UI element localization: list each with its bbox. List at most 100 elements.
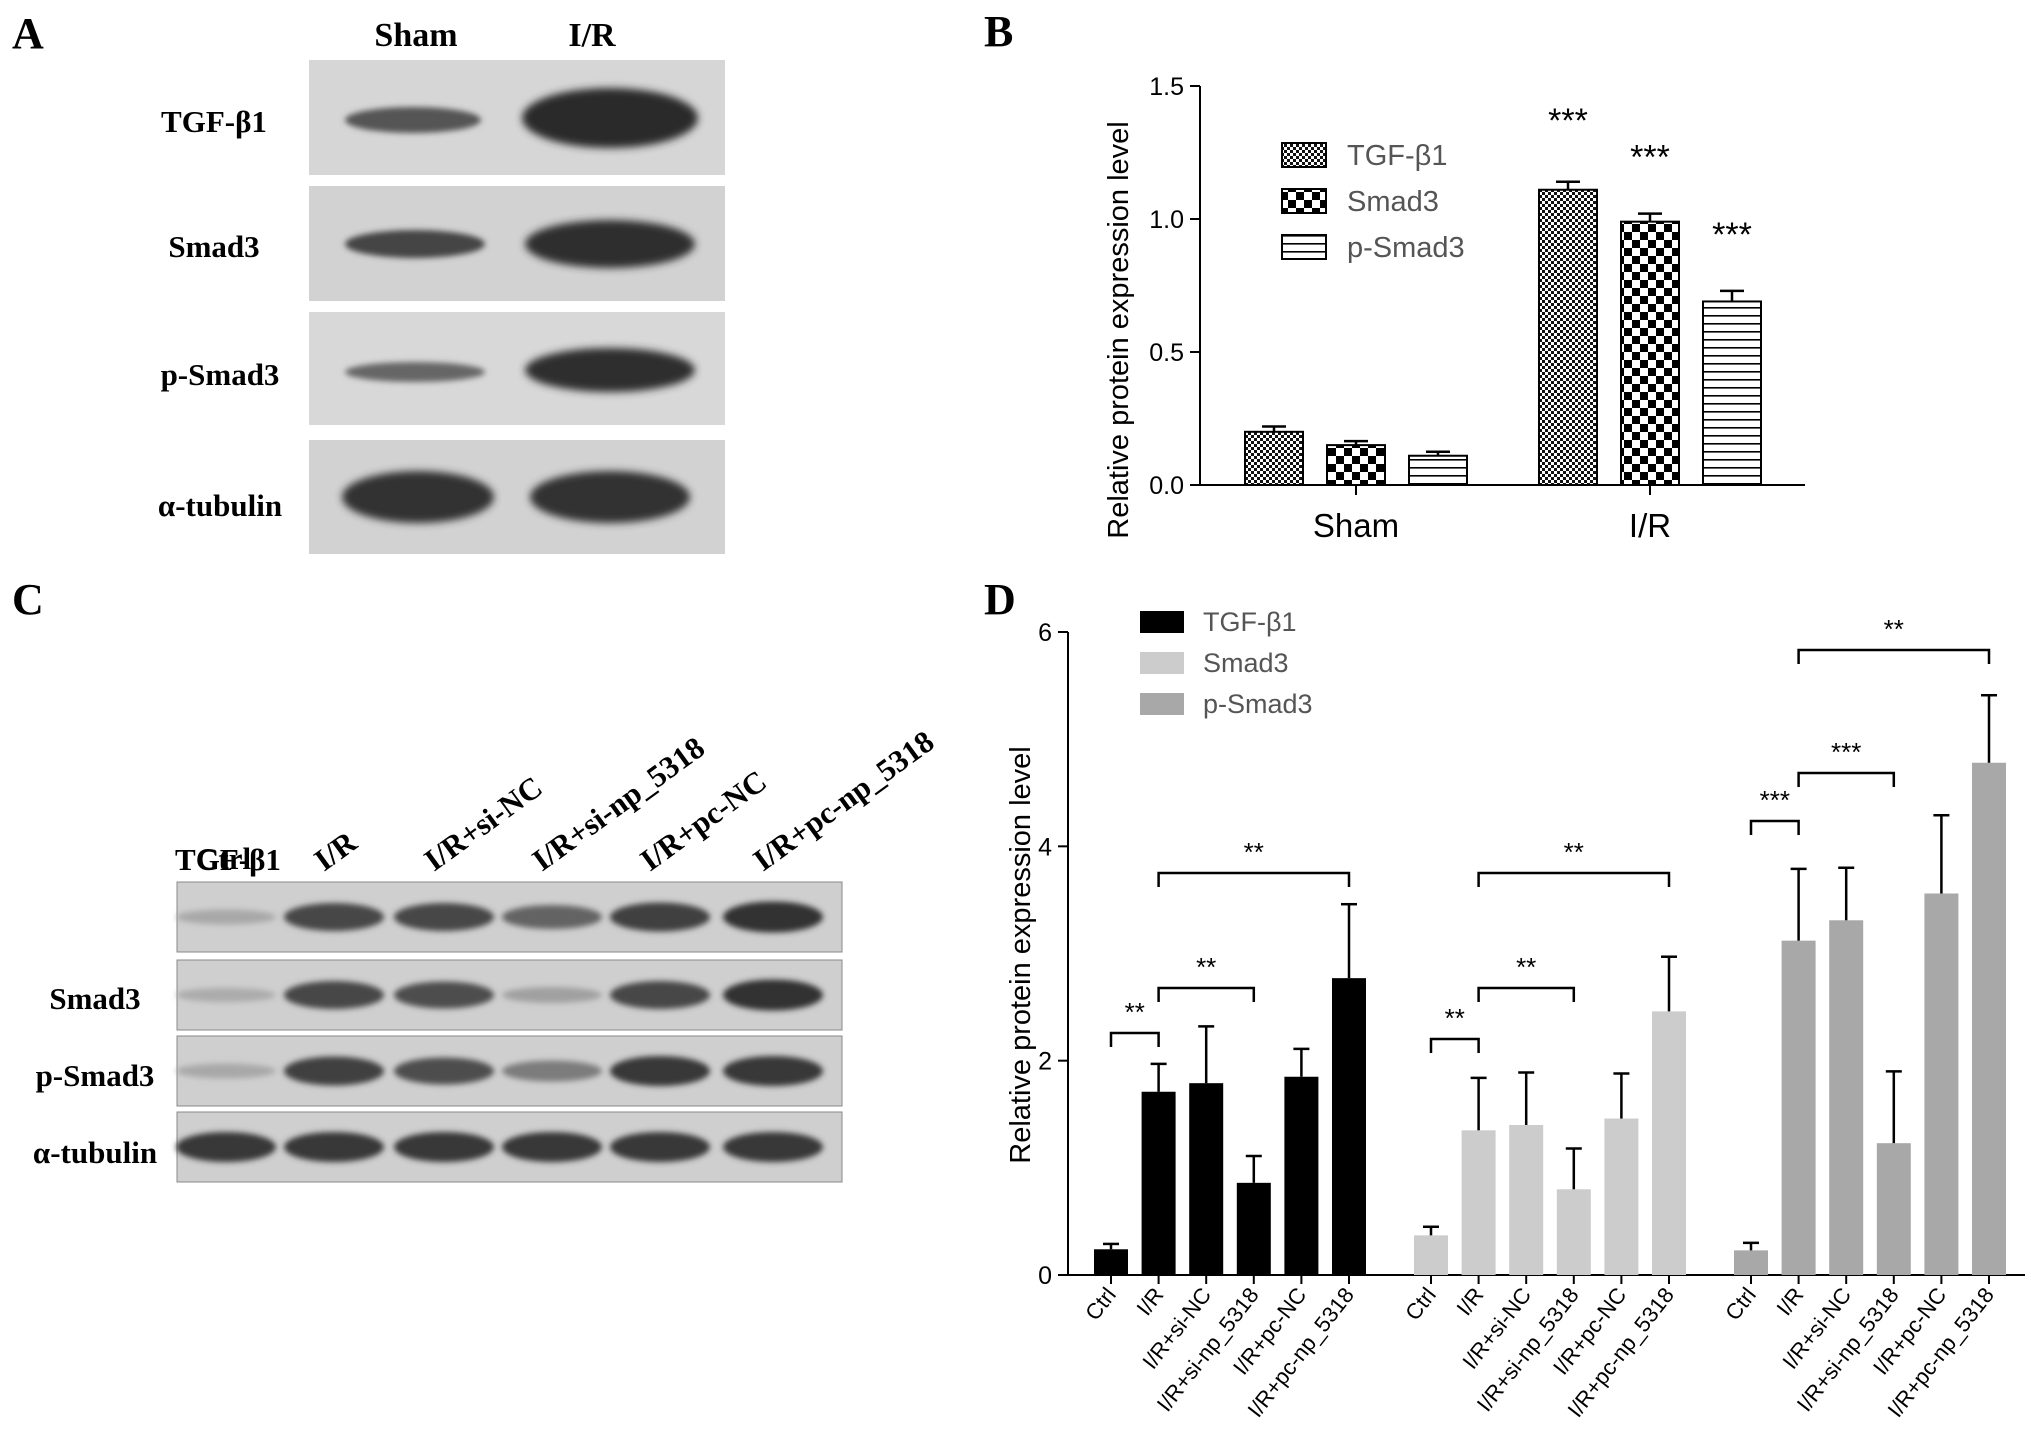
blot-c-strips [176,881,843,1183]
chart-d-ylabel: Relative protein expression level [1005,746,1037,1164]
blot-strip-tgfb1 [309,60,725,175]
blot-c-band [284,1132,384,1162]
chart-d-bracket-label: ** [1244,837,1264,867]
chart-d-xtick-label: Ctrl [1400,1283,1441,1325]
blot-c-band [176,909,276,925]
blot-c-band [502,1060,602,1082]
chart-d: Relative protein expression level 0 2 4 6 Ct… [1005,607,2025,1422]
chart-d-bar [1924,893,1959,1275]
blot-c-band [502,905,602,929]
chart-d-xtick-label: Ctrl [1080,1283,1121,1325]
chart-b-annotation: *** [1548,102,1588,140]
chart-d-bar [1734,1250,1768,1275]
blot-c-band [394,1132,494,1162]
chart-d-bracket [1797,771,1896,787]
blot-c-band [394,981,494,1009]
chart-d-xtick-label: I/R [1452,1283,1489,1321]
panel-letter-a: A [12,9,44,58]
chart-b-legend-label: TGF-β1 [1347,140,1447,172]
chart-d-bar [1414,1235,1448,1275]
chart-b-bar [1326,444,1386,487]
blot-c-band [284,903,384,931]
chart-d-bar [1972,762,2006,1275]
blot-c-band [610,1132,710,1162]
chart-b-legend-swatch [1281,234,1327,260]
chart-b-bar [1702,300,1762,486]
chart-b: Relative protein expression level 0.0 0.5… [1103,73,1805,544]
chart-d-bracket-label: ** [1125,997,1145,1027]
chart-d-bracket-label: *** [1760,785,1790,815]
row-label-smad3: Smad3 [168,229,259,264]
chart-d-legend-swatch [1140,611,1184,633]
blot-c-band [176,1132,276,1162]
lane-label-sham: Sham [374,17,457,54]
chart-b-bar [1244,430,1304,486]
blot-c-lane-labels: Ctrl I/R I/R+si-NCI/R+si-np_5318I/R+pc-NCI… [196,724,940,878]
chart-d-bar [1781,940,1816,1275]
chart-d-legend-label: p-Smad3 [1203,689,1313,719]
chart-d-bracket [1797,648,1991,664]
chart-d-legend-label: TGF-β1 [1203,607,1297,637]
blot-c-lane-label: I/R+si-NC [418,769,549,878]
chart-d-xtick-label: Ctrl [1720,1283,1761,1325]
blot-c-band [723,1056,823,1086]
panel-letter-c: C [12,575,44,624]
chart-d-bar [1509,1124,1544,1275]
blot-c-band [502,987,602,1003]
blot-c-band [176,987,276,1003]
chart-d-bar [1236,1182,1271,1275]
chart-d-bar [1094,1249,1128,1275]
chart-d-bracket [1157,871,1351,887]
chart-d-bracket [1157,986,1256,1002]
chart-d-bracket-label: ** [1884,614,1904,644]
chart-b-ytick-label: 0.5 [1149,339,1184,367]
lane-label-ir: I/R [568,17,616,54]
chart-d-bracket [1109,1031,1160,1047]
chart-d-bar [1556,1189,1591,1275]
chart-b-bar [1538,188,1598,487]
chart-b-xtick-label: I/R [1629,507,1671,544]
row-label-alpha-tubulin-c: α-tubulin [33,1135,157,1170]
chart-b-annotation: *** [1630,139,1670,177]
chart-d-bar [1284,1076,1319,1275]
chart-d-ytick-label: 6 [1038,619,1052,647]
blot-strip-alpha-tubulin [309,440,725,554]
row-label-p-smad3: p-Smad3 [161,357,280,392]
chart-b-legend-label: p-Smad3 [1347,232,1465,264]
chart-b-axes: 0.0 0.5 1.0 1.5 Sham I/R [1149,73,1805,544]
chart-d-ytick-label: 0 [1038,1262,1052,1290]
chart-d-legend: TGF-β1 Smad3 p-Smad3 [1140,607,1313,719]
blot-c-band [284,981,384,1009]
chart-b-annotation: *** [1712,216,1752,254]
row-label-tgfb1: TGF-β1 [161,104,267,139]
blot-strip-smad3 [309,186,725,301]
chart-b-legend-swatch [1281,142,1327,168]
panel-letter-b: B [984,7,1013,56]
blot-c-band [723,1132,823,1162]
chart-d-legend-swatch [1140,693,1184,715]
row-label-p-smad3-c: p-Smad3 [36,1058,155,1093]
blot-strip-p-smad3 [309,312,725,425]
chart-d-bar [1604,1118,1639,1275]
chart-d-bracket [1477,986,1576,1002]
chart-d-legend-label: Smad3 [1203,648,1289,678]
chart-d-xtick-label: I/R [1772,1283,1809,1321]
chart-d-bar [1461,1130,1496,1275]
chart-d-bars [1094,693,2006,1275]
blot-c-band [610,902,710,932]
chart-d-bracket-label: ** [1564,837,1584,867]
chart-b-legend-swatch [1281,188,1327,214]
chart-d-ytick-label: 4 [1038,833,1052,861]
chart-d-bracket [1477,871,1671,887]
blot-c-band [723,979,823,1011]
chart-d-ytick-label: 2 [1038,1048,1052,1076]
chart-b-ytick-label: 1.5 [1149,73,1184,101]
blot-c-lane-label: Ctrl [196,841,251,876]
chart-d-bar [1189,1083,1224,1275]
chart-d-bracket [1749,819,1800,835]
chart-d-bar [1829,920,1864,1275]
chart-d-bracket-label: ** [1516,952,1536,982]
chart-d-bracket [1429,1037,1480,1053]
